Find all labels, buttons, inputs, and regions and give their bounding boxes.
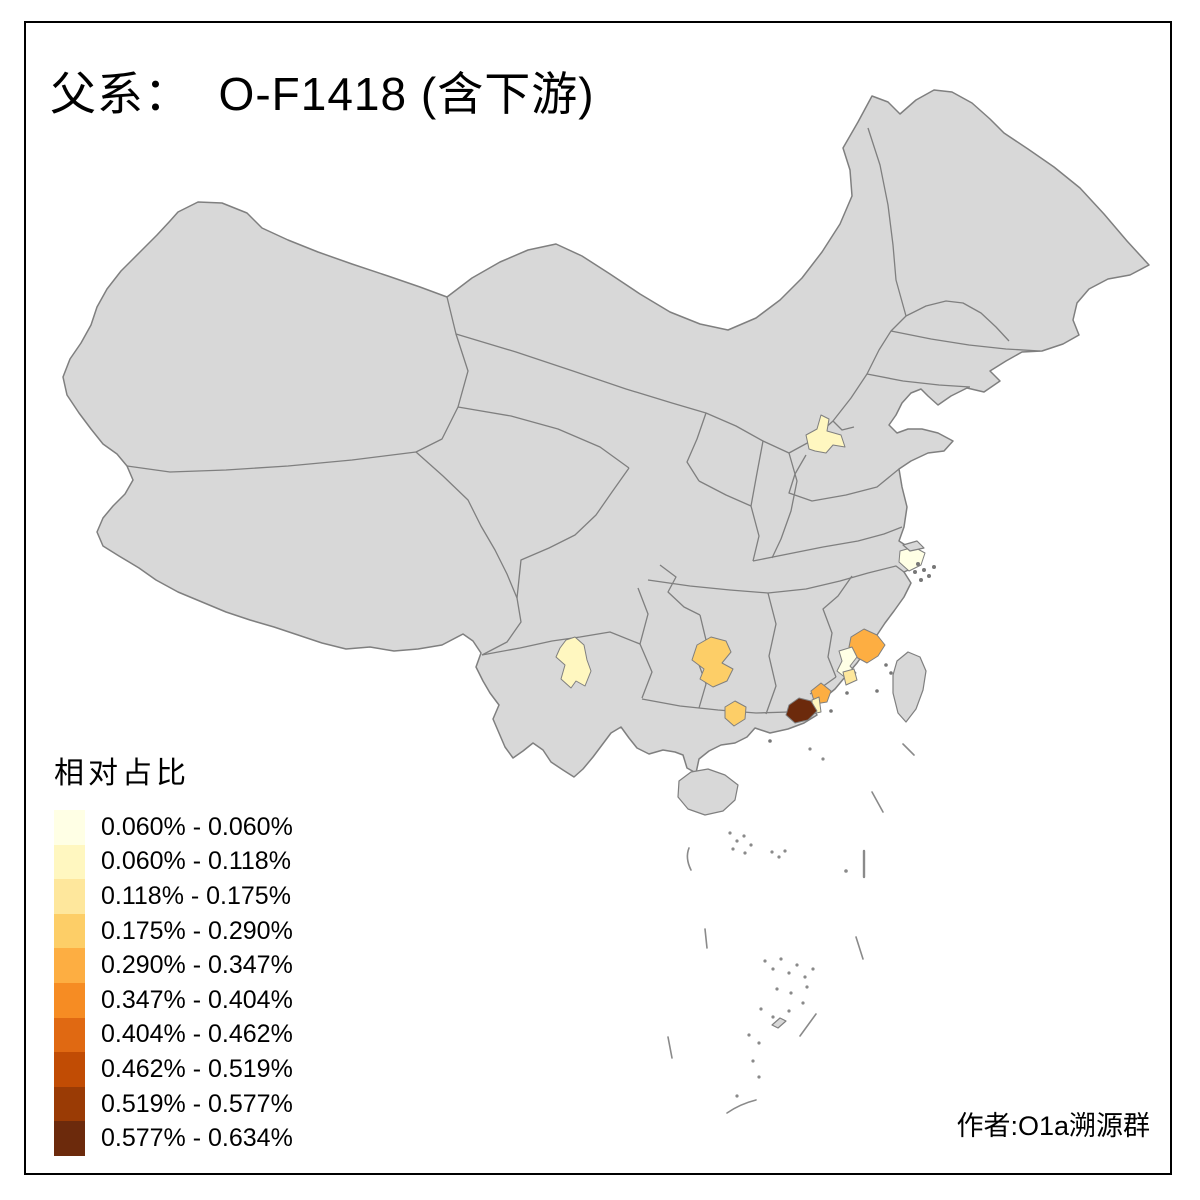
legend-title: 相对占比 <box>54 757 190 790</box>
mainland-outline <box>62 89 1150 778</box>
legend-swatch <box>54 844 85 880</box>
legend-row: 0.175% - 0.290% <box>54 913 293 949</box>
province-boundaries <box>126 127 1041 715</box>
legend-swatch <box>54 948 85 983</box>
legend-label: 0.060% - 0.060% <box>101 812 293 841</box>
legend-swatch <box>54 810 85 845</box>
legend-row: 0.060% - 0.118% <box>54 844 293 880</box>
coastal-island-dots <box>768 562 936 743</box>
legend-row: 0.519% - 0.577% <box>54 1086 293 1122</box>
region-hunan-west <box>691 636 734 688</box>
legend-swatch <box>54 982 85 1018</box>
sea-dash-marks <box>667 743 915 1114</box>
legend-row: 0.118% - 0.175% <box>54 879 293 914</box>
legend-label: 0.462% - 0.519% <box>101 1054 293 1083</box>
chongming-island <box>902 540 925 552</box>
hainan-island <box>677 768 739 816</box>
legend-swatch <box>54 1017 85 1053</box>
legend-swatch <box>54 1086 85 1122</box>
region-guangxi-northeast <box>724 700 747 727</box>
legend-label: 0.577% - 0.634% <box>101 1124 293 1153</box>
page-title: 父系： O-F1418 (含下游) <box>50 68 595 120</box>
legend-label: 0.290% - 0.347% <box>101 951 293 980</box>
region-shandong-central <box>805 414 846 454</box>
islands <box>677 540 927 1029</box>
region-yunnan-northwest <box>555 636 592 689</box>
legend-label: 0.118% - 0.175% <box>101 881 291 910</box>
region-chaoshan <box>785 697 818 724</box>
legend-label: 0.175% - 0.290% <box>101 916 293 945</box>
taiwan-island <box>892 651 927 723</box>
legend-row: 0.060% - 0.060% <box>54 810 293 845</box>
legend-row: 0.577% - 0.634% <box>54 1121 293 1156</box>
legend-label: 0.404% - 0.462% <box>101 1020 293 1049</box>
south-sea-islet <box>771 1017 787 1029</box>
legend-swatch <box>54 1121 85 1156</box>
legend: 相对占比 0.060% - 0.060% 0.060% - 0.118% 0.1… <box>54 748 293 1156</box>
sea-island-dots <box>728 747 848 1098</box>
legend-swatch <box>54 879 85 914</box>
legend-swatch <box>54 1052 85 1087</box>
legend-label: 0.519% - 0.577% <box>101 1089 293 1118</box>
legend-label: 0.347% - 0.404% <box>101 985 293 1014</box>
region-fujian-south <box>842 668 858 686</box>
legend-row: 0.347% - 0.404% <box>54 982 293 1018</box>
legend-swatch <box>54 913 85 949</box>
legend-row: 0.404% - 0.462% <box>54 1017 293 1053</box>
author-attribution: 作者:O1a溯源群 <box>956 1111 1150 1141</box>
legend-row: 0.290% - 0.347% <box>54 948 293 983</box>
legend-label: 0.060% - 0.118% <box>101 847 291 876</box>
legend-row: 0.462% - 0.519% <box>54 1052 293 1087</box>
